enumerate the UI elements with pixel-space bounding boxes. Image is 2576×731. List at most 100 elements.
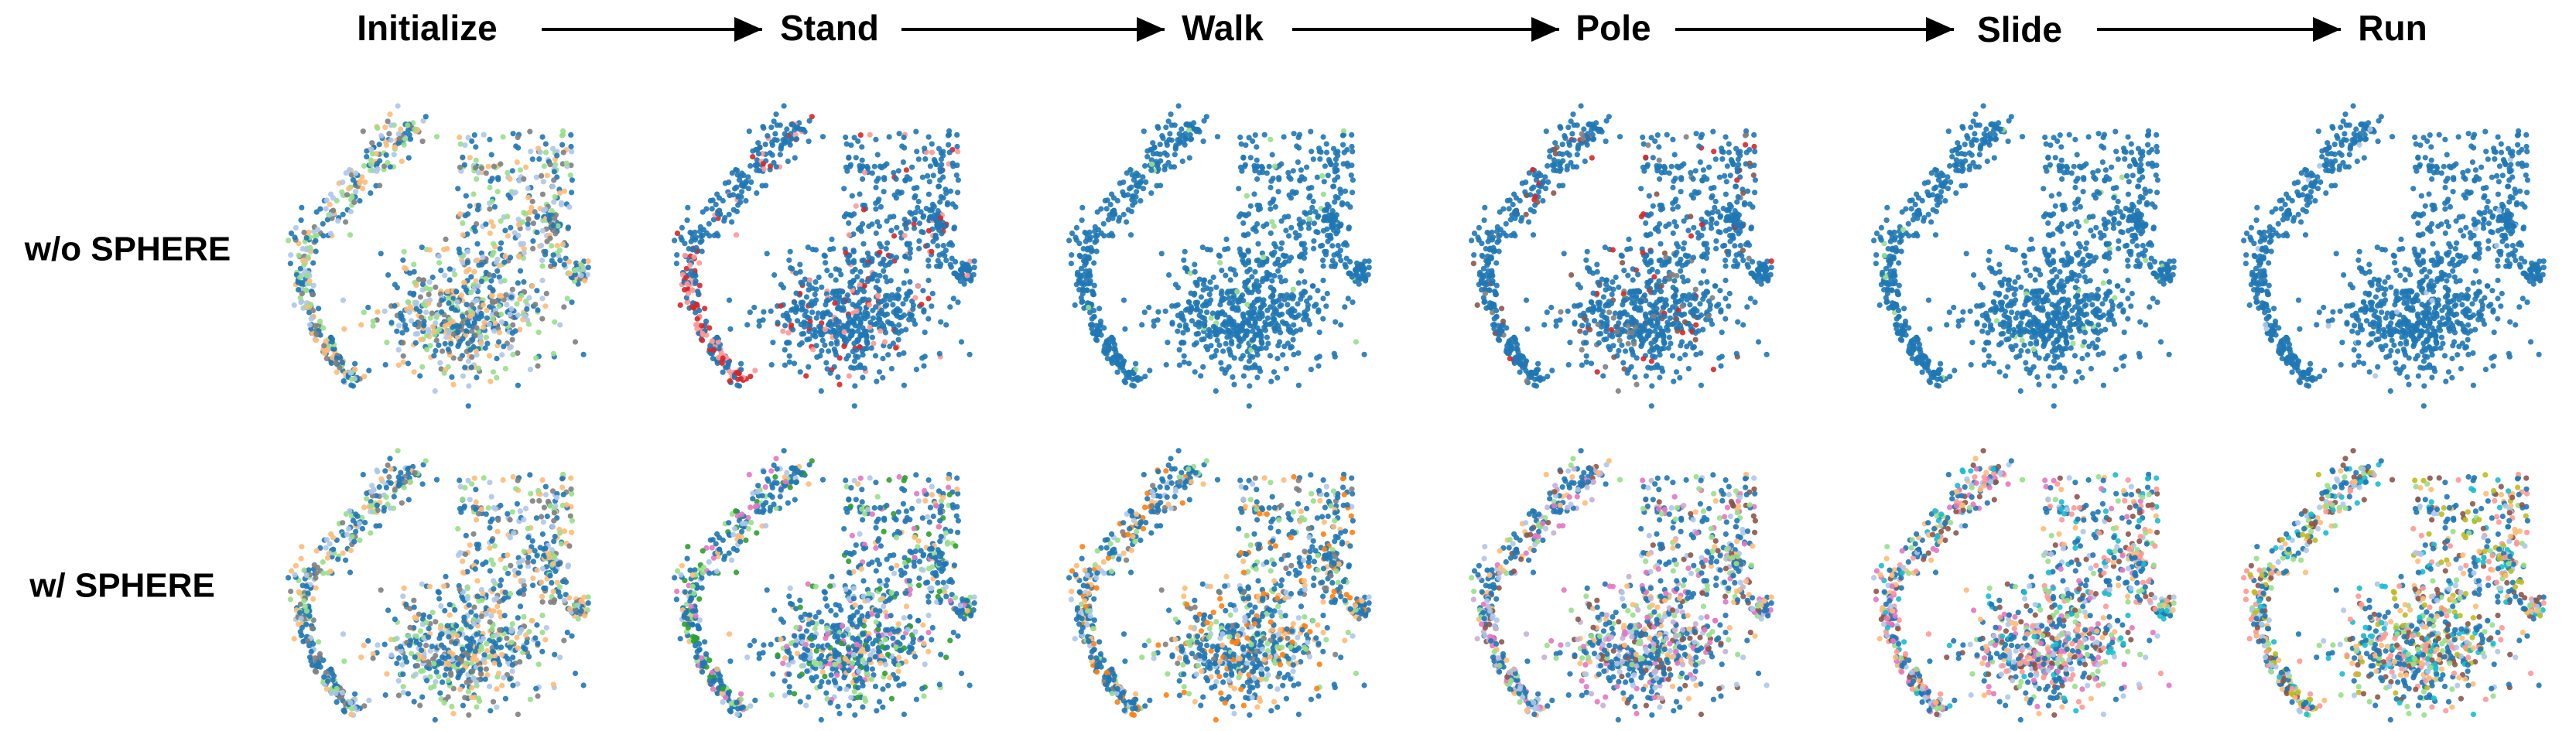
embedding-point — [486, 321, 492, 327]
embedding-point — [1271, 163, 1278, 169]
embedding-point — [1488, 254, 1494, 260]
embedding-point — [852, 266, 858, 272]
embedding-point — [1271, 241, 1278, 247]
embedding-point — [1698, 280, 1704, 286]
embedding-point — [452, 307, 458, 313]
embedding-point — [1288, 224, 1295, 231]
embedding-point — [1281, 134, 1287, 140]
embedding-point — [1536, 189, 1542, 195]
embedding-point — [1962, 142, 1968, 148]
embedding-point — [392, 302, 398, 309]
embedding-point — [1120, 297, 1127, 303]
embedding-point — [501, 259, 508, 265]
embedding-point — [1233, 272, 1239, 278]
embedding-point — [392, 282, 398, 288]
embedding-point — [853, 203, 859, 209]
embedding-point — [902, 254, 908, 260]
embedding-point — [852, 383, 858, 389]
embedding-point — [1476, 224, 1482, 231]
embedding-point — [1096, 306, 1103, 312]
embedding-point — [1553, 323, 1559, 329]
embedding-point — [693, 278, 699, 284]
embedding-point — [382, 125, 388, 131]
embedding-point — [860, 241, 867, 247]
embedding-point — [1182, 248, 1188, 254]
embedding-point — [918, 209, 924, 215]
embedding-point — [505, 169, 511, 176]
embedding-point — [925, 227, 932, 234]
embedding-point — [913, 128, 919, 135]
embedding-point — [1091, 260, 1097, 266]
embedding-point — [1199, 336, 1205, 343]
embedding-point — [873, 285, 879, 291]
embedding-point — [696, 292, 702, 298]
embedding-point — [559, 132, 566, 138]
embedding-point — [406, 309, 412, 315]
embedding-point — [1289, 294, 1295, 300]
embedding-point — [539, 295, 546, 302]
embedding-point — [885, 352, 891, 358]
embedding-point — [927, 207, 933, 213]
embedding-point — [955, 190, 961, 196]
embedding-point — [399, 158, 405, 165]
embedding-point — [789, 136, 795, 142]
embedding-point — [465, 135, 471, 141]
embedding-point — [1347, 271, 1353, 277]
embedding-point — [446, 300, 452, 306]
embedding-point — [755, 140, 761, 146]
embedding-point — [449, 374, 455, 380]
embedding-point — [1084, 234, 1090, 241]
embedding-point — [860, 297, 866, 304]
embedding-point — [1295, 382, 1302, 388]
embedding-point — [1726, 248, 1732, 254]
embedding-point — [400, 359, 406, 365]
embedding-point — [912, 210, 919, 216]
embedding-point — [1544, 309, 1550, 316]
embedding-point — [1740, 322, 1746, 328]
embedding-point — [1238, 356, 1244, 362]
embedding-point — [499, 352, 505, 358]
embedding-point — [521, 250, 527, 256]
embedding-point — [864, 165, 871, 171]
embedding-point — [328, 191, 334, 197]
embedding-point — [487, 272, 493, 278]
embedding-point — [529, 156, 535, 162]
embedding-point — [517, 167, 524, 173]
embedding-point — [771, 159, 777, 166]
embedding-point — [787, 142, 793, 148]
embedding-point — [569, 190, 575, 196]
embedding-point — [498, 240, 505, 246]
embedding-point — [1252, 268, 1258, 275]
embedding-point — [819, 134, 826, 140]
embedding-point — [835, 374, 841, 380]
embedding-point — [784, 315, 790, 321]
embedding-point — [1181, 257, 1187, 263]
embedding-point — [364, 154, 370, 160]
embedding-point — [525, 221, 531, 227]
embedding-point — [436, 342, 442, 348]
embedding-point — [370, 318, 376, 324]
embedding-point — [521, 210, 527, 216]
embedding-point — [461, 162, 468, 168]
embedding-point — [895, 306, 901, 312]
embedding-point — [803, 294, 809, 300]
embedding-point — [487, 285, 493, 291]
embedding-point — [1312, 209, 1319, 215]
embedding-point — [565, 224, 572, 231]
embedding-point — [1341, 149, 1347, 155]
embedding-point — [405, 122, 411, 128]
embedding-point — [831, 295, 837, 302]
embedding-point — [1159, 133, 1165, 139]
embedding-point — [524, 306, 530, 313]
embedding-point — [729, 219, 735, 225]
embedding-point — [1545, 374, 1551, 380]
embedding-point — [1705, 313, 1712, 319]
embedding-point — [933, 162, 939, 168]
embedding-point — [1680, 292, 1686, 299]
embedding-point — [1298, 167, 1304, 173]
embedding-point — [432, 388, 438, 395]
tsne-panel — [1469, 103, 1774, 409]
embedding-point — [1654, 191, 1660, 197]
embedding-point — [1309, 149, 1315, 155]
embedding-point — [303, 287, 310, 293]
